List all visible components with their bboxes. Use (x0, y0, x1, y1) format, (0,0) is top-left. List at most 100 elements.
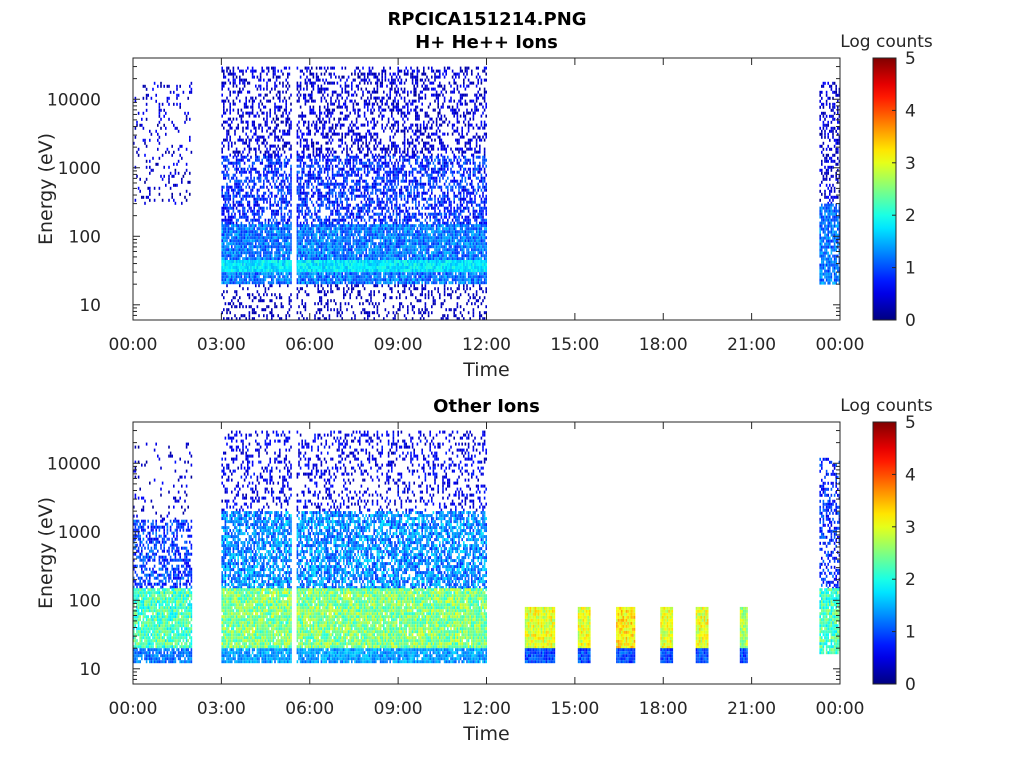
spectrogram-cell (250, 179, 252, 183)
spectrogram-cell (395, 218, 398, 222)
spectrogram-cell (315, 78, 318, 82)
spectrogram-cell (370, 215, 372, 219)
spectrogram-cell (145, 93, 148, 97)
spectrogram-cell (307, 123, 310, 127)
spectrogram-cell (223, 281, 225, 285)
spectrogram-cell (303, 170, 305, 174)
spectrogram-cell (274, 245, 276, 249)
spectrogram-cell (296, 81, 299, 85)
spectrogram-cell (466, 191, 468, 195)
spectrogram-cell (459, 221, 462, 225)
spectrogram-cell (387, 153, 390, 157)
spectrogram-cell (331, 188, 334, 192)
spectrogram-cell (296, 281, 299, 285)
spectrogram-cell (351, 81, 353, 85)
spectrogram-cell (323, 182, 326, 186)
spectrogram-cell (416, 191, 419, 195)
spectrogram-cell (419, 123, 422, 127)
spectrogram-cell (152, 87, 154, 91)
spectrogram-cell (458, 120, 460, 124)
spectrogram-cell (352, 215, 355, 219)
spectrogram-cell (400, 111, 403, 115)
spectrogram-cell (239, 191, 241, 195)
spectrogram-cell (485, 188, 487, 192)
spectrogram-cell (352, 170, 355, 174)
spectrogram-cell (415, 114, 417, 118)
spectrogram-cell (306, 81, 308, 85)
spectrogram-cell (480, 209, 483, 213)
spectrogram-cell (375, 81, 377, 85)
spectrogram-cell (338, 182, 340, 186)
spectrogram-cell (373, 138, 375, 142)
spectrogram-cell (245, 138, 247, 142)
spectrogram-cell (299, 158, 302, 162)
spectrogram-cell (389, 176, 391, 180)
spectrogram-cell (251, 135, 254, 139)
spectrogram-cell (479, 170, 481, 174)
spectrogram-cell (147, 195, 149, 199)
spectrogram-cell (259, 251, 262, 255)
spectrogram-cell (304, 239, 307, 243)
spectrogram-cell (327, 108, 329, 112)
spectrogram-cell (223, 99, 225, 103)
spectrogram-cell (280, 197, 283, 201)
spectrogram-cell (280, 254, 283, 258)
spectrogram-cell (370, 191, 372, 195)
spectrogram-cell (311, 272, 313, 276)
spectrogram-cell (379, 188, 382, 192)
spectrogram-cell (467, 215, 470, 219)
spectrogram-cell (296, 155, 299, 159)
spectrogram-cell (267, 167, 270, 171)
spectrogram-cell (389, 194, 391, 198)
spectrogram-cell (344, 218, 347, 222)
spectrogram-cell (299, 197, 302, 201)
spectrogram-cell (413, 99, 415, 103)
spectrogram-cell (263, 236, 265, 240)
spectrogram-cell (395, 212, 398, 216)
spectrogram-cell (309, 176, 311, 180)
spectrogram-cell (243, 245, 246, 249)
spectrogram-cell (415, 93, 417, 97)
spectrogram-cell (258, 221, 260, 225)
spectrogram-cell (482, 135, 484, 139)
spectrogram-cell (229, 138, 231, 142)
spectrogram-cell (235, 117, 238, 121)
spectrogram-cell (355, 203, 358, 207)
spectrogram-cell (251, 278, 254, 282)
spectrogram-cell (247, 251, 249, 255)
spectrogram-cell (160, 108, 162, 112)
spectrogram-cell (479, 179, 481, 183)
spectrogram-cell (442, 194, 444, 198)
spectrogram-cell (296, 173, 299, 177)
spectrogram-cell (336, 203, 339, 207)
spectrogram-cell (458, 141, 460, 145)
spectrogram-cell (408, 126, 411, 130)
spectrogram-cell (150, 132, 153, 136)
spectrogram-cell (463, 81, 465, 85)
spectrogram-cell (327, 200, 329, 204)
spectrogram-cell (483, 150, 486, 154)
spectrogram-cell (455, 72, 457, 76)
spectrogram-cell (434, 221, 436, 225)
spectrogram-cell (424, 144, 427, 148)
spectrogram-cell (411, 206, 414, 210)
spectrogram-cell (168, 174, 170, 178)
spectrogram-cell (263, 278, 265, 282)
spectrogram-cell (267, 188, 270, 192)
spectrogram-cell (226, 108, 228, 112)
spectrogram-cell (485, 123, 487, 127)
spectrogram-cell (405, 200, 407, 204)
spectrogram-cell (373, 206, 375, 210)
spectrogram-cell (368, 200, 371, 204)
spectrogram-cell (315, 215, 318, 219)
spectrogram-cell (166, 96, 169, 100)
spectrogram-cell (437, 114, 439, 118)
spectrogram-cell (479, 221, 481, 225)
spectrogram-cell (375, 176, 377, 180)
spectrogram-cell (279, 248, 281, 252)
spectrogram-cell (248, 144, 251, 148)
spectrogram-cell (240, 281, 243, 285)
spectrogram-cell (184, 171, 186, 175)
spectrogram-cell (469, 170, 471, 174)
spectrogram-cell (477, 108, 479, 112)
